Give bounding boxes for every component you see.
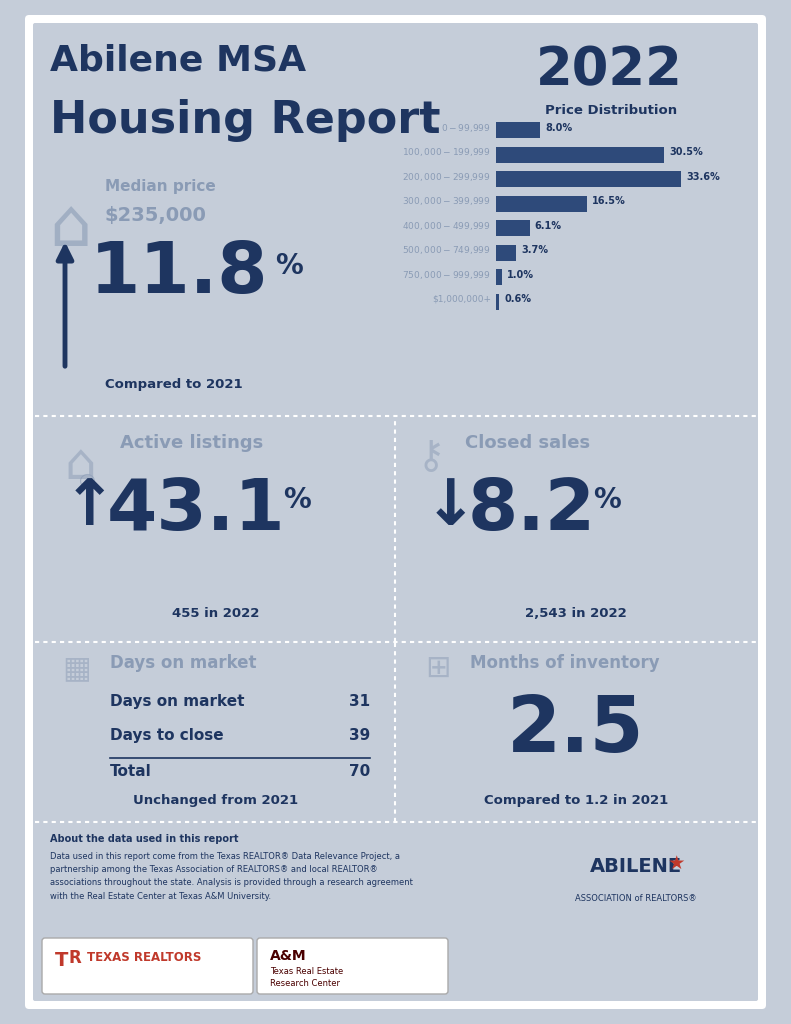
Text: Data used in this report come from the Texas REALTOR® Data Relevance Project, a
: Data used in this report come from the T…: [50, 852, 413, 900]
Text: Total: Total: [110, 764, 152, 779]
Text: Months of inventory: Months of inventory: [471, 654, 660, 672]
Text: 16.5%: 16.5%: [592, 196, 626, 206]
Text: ○: ○: [78, 471, 96, 490]
Text: $200,000 - $299,999: $200,000 - $299,999: [403, 171, 491, 182]
Text: ⊞: ⊞: [425, 654, 450, 683]
Text: Research Center: Research Center: [270, 979, 340, 988]
Text: ⌂: ⌂: [64, 441, 96, 489]
Text: %: %: [593, 486, 621, 514]
Text: 70: 70: [350, 764, 370, 779]
Text: ▦: ▦: [62, 654, 92, 683]
Text: ASSOCIATION of REALTORS®: ASSOCIATION of REALTORS®: [575, 894, 697, 903]
Text: Compared to 1.2 in 2021: Compared to 1.2 in 2021: [483, 794, 668, 807]
Text: Texas Real Estate: Texas Real Estate: [270, 967, 343, 976]
Bar: [496, 122, 540, 138]
Text: 43.1: 43.1: [107, 476, 286, 545]
Text: 455 in 2022: 455 in 2022: [172, 607, 259, 620]
Text: $100,000 - $199,999: $100,000 - $199,999: [403, 146, 491, 158]
Bar: [496, 196, 587, 212]
Text: 33.6%: 33.6%: [686, 172, 720, 181]
Bar: [496, 294, 499, 309]
Text: ↓: ↓: [423, 476, 477, 538]
Text: Days to close: Days to close: [110, 728, 224, 743]
Text: $400,000 - $499,999: $400,000 - $499,999: [403, 219, 491, 231]
Text: 2.5: 2.5: [507, 692, 645, 768]
Text: Closed sales: Closed sales: [465, 434, 591, 452]
Text: %: %: [283, 486, 311, 514]
Text: $750,000 - $999,999: $750,000 - $999,999: [403, 268, 491, 281]
Bar: [496, 146, 664, 163]
Text: $0 - $99,999: $0 - $99,999: [441, 122, 491, 133]
Text: T: T: [55, 951, 68, 970]
Text: 8.0%: 8.0%: [545, 123, 572, 132]
Text: Median price: Median price: [105, 179, 216, 194]
Text: Housing Report: Housing Report: [50, 99, 441, 142]
Text: $300,000 - $399,999: $300,000 - $399,999: [403, 196, 491, 207]
Bar: [496, 171, 681, 187]
FancyBboxPatch shape: [25, 15, 766, 1009]
Text: 31: 31: [350, 694, 370, 709]
FancyBboxPatch shape: [257, 938, 448, 994]
Text: Compared to 2021: Compared to 2021: [105, 378, 243, 391]
Text: ★: ★: [668, 854, 686, 873]
Text: 2,543 in 2022: 2,543 in 2022: [525, 607, 626, 620]
Text: About the data used in this report: About the data used in this report: [50, 834, 239, 844]
Text: 11.8: 11.8: [90, 239, 268, 308]
Text: ⚷: ⚷: [416, 438, 445, 476]
Text: $1,000,000+: $1,000,000+: [432, 295, 491, 303]
Text: 0.6%: 0.6%: [505, 294, 532, 304]
Text: 39: 39: [350, 728, 370, 743]
Text: ⌂: ⌂: [49, 194, 91, 260]
Text: TEXAS REALTORS: TEXAS REALTORS: [87, 951, 202, 964]
Text: Days on market: Days on market: [110, 654, 256, 672]
Text: $235,000: $235,000: [105, 206, 207, 225]
Text: Abilene MSA: Abilene MSA: [50, 44, 306, 78]
Text: ↑: ↑: [63, 476, 116, 538]
Bar: [496, 220, 530, 237]
Text: Active listings: Active listings: [120, 434, 263, 452]
Text: $500,000 - $749,999: $500,000 - $749,999: [403, 244, 491, 256]
Text: 8.2: 8.2: [467, 476, 596, 545]
Text: Unchanged from 2021: Unchanged from 2021: [133, 794, 298, 807]
FancyBboxPatch shape: [42, 938, 253, 994]
Bar: [496, 269, 501, 285]
Text: 3.7%: 3.7%: [521, 245, 548, 255]
Text: A&M: A&M: [270, 949, 307, 963]
Text: 1.0%: 1.0%: [506, 269, 533, 280]
Text: Days on market: Days on market: [110, 694, 244, 709]
Text: 30.5%: 30.5%: [669, 147, 702, 157]
Text: ABILENE: ABILENE: [590, 857, 682, 876]
Text: 6.1%: 6.1%: [535, 220, 562, 230]
FancyBboxPatch shape: [33, 23, 758, 1001]
Text: 2022: 2022: [536, 44, 683, 96]
Text: Price Distribution: Price Distribution: [545, 104, 677, 117]
Text: R: R: [69, 949, 81, 967]
Bar: [496, 245, 517, 261]
Text: %: %: [275, 252, 303, 280]
